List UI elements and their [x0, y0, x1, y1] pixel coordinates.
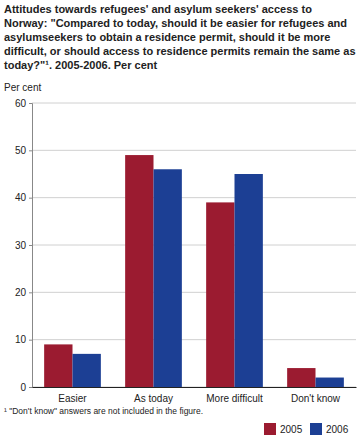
y-tick-mark [29, 245, 32, 246]
legend: 2005 2006 [264, 423, 349, 435]
y-tick-mark [29, 387, 32, 388]
y-tick-label: 50 [15, 145, 27, 156]
y-axis: 0 10 20 30 40 50 60 [15, 98, 33, 393]
y-tick: 50 [15, 145, 32, 156]
y-tick-mark [29, 198, 32, 199]
y-tick-label: 20 [15, 287, 27, 298]
title-line: Attitudes towards refugees' and asylum s… [4, 3, 312, 15]
bar [316, 378, 344, 387]
grid-line [32, 292, 356, 293]
grid [32, 103, 356, 387]
x-tick: More difficult [206, 387, 263, 404]
title-line: asylumseekers to obtain a residence perm… [4, 31, 330, 43]
y-tick-label: 40 [15, 192, 27, 203]
y-tick: 40 [15, 192, 32, 203]
y-tick-mark [29, 150, 32, 151]
legend-swatch [264, 423, 276, 435]
footnote: ¹ "Don't know" answers are not included … [4, 406, 203, 416]
y-tick-mark [29, 292, 32, 293]
x-axis-line [33, 387, 357, 388]
chart: Attitudes towards refugees' and asylum s… [0, 0, 362, 447]
y-tick: 60 [15, 98, 32, 109]
y-tick-label: 30 [15, 240, 27, 251]
y-tick-mark [29, 103, 32, 104]
x-tick: Don't know [291, 387, 341, 404]
title-line: today?"¹. 2005-2006. Per cent [4, 59, 158, 71]
bar [154, 169, 182, 387]
x-tick-label: As today [134, 393, 173, 404]
x-tick-label: Easier [58, 393, 87, 404]
grid-line [32, 197, 356, 198]
x-tick: As today [134, 387, 173, 404]
x-tick-label: Don't know [291, 393, 341, 404]
bar [206, 202, 234, 387]
bar [44, 344, 72, 387]
bar [125, 155, 153, 387]
y-axis-line [29, 104, 33, 388]
legend-label: 2006 [326, 424, 349, 435]
y-tick-mark [29, 340, 32, 341]
title-line: Norway: "Compared to today, should it be… [4, 17, 347, 29]
y-tick: 10 [15, 334, 32, 345]
y-tick: 20 [15, 287, 32, 298]
title: Attitudes towards refugees' and asylum s… [4, 3, 356, 71]
bar [235, 174, 263, 387]
y-tick: 0 [20, 382, 32, 393]
y-tick-label: 0 [20, 382, 26, 393]
bar [287, 368, 315, 387]
y-axis-title: Per cent [4, 82, 41, 93]
bars [44, 155, 344, 387]
y-tick-label: 10 [15, 334, 27, 345]
grid-line [32, 150, 356, 151]
grid-line [32, 103, 356, 104]
title-line: difficult, or should access to residence… [4, 45, 356, 57]
legend-label: 2005 [280, 424, 303, 435]
legend-swatch [310, 423, 322, 435]
grid-line [32, 245, 356, 246]
x-tick: Easier [58, 387, 87, 404]
y-tick-label: 60 [15, 98, 27, 109]
bar [73, 354, 101, 387]
grid-line [32, 339, 356, 340]
x-axis: Easier As today More difficult Don't know [33, 387, 357, 404]
x-tick-label: More difficult [206, 393, 263, 404]
y-tick: 30 [15, 240, 32, 251]
